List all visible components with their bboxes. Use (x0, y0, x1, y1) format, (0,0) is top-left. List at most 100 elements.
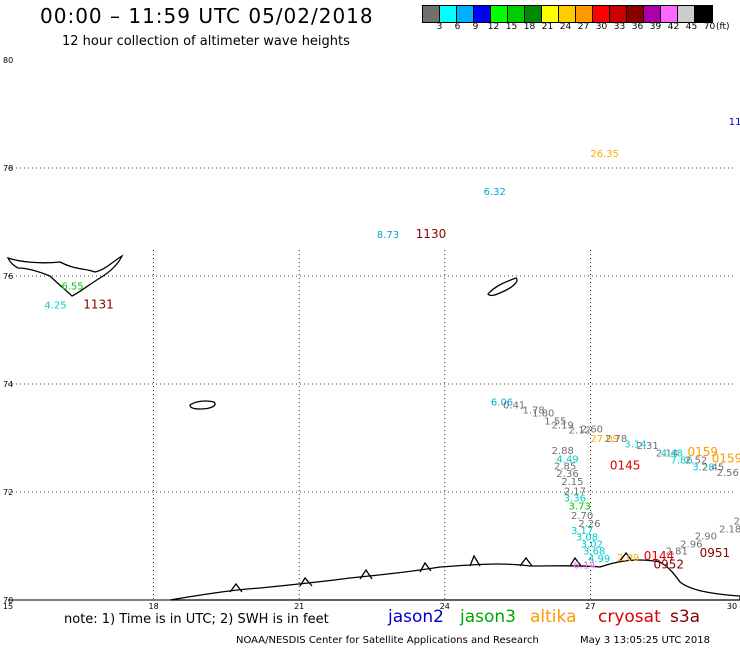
wave-height-value: 4.25 (44, 300, 66, 311)
pass-time-label: 0159 (712, 451, 740, 465)
wave-height-value: 6.14 (573, 561, 595, 572)
wave-height-value: 2.90 (695, 532, 717, 543)
colorbar-tick-label: 6 (454, 22, 461, 32)
wave-height-value: 2.52 (685, 455, 707, 466)
x-tick-label: 21 (294, 602, 304, 611)
wave-height-value: 3.73 (569, 501, 591, 512)
colorbar-swatch (542, 6, 559, 22)
norway-fjords (229, 551, 633, 593)
wave-height-value: 3.08 (576, 533, 598, 544)
satellite-legend-jason2: jason2 (388, 607, 444, 627)
pass-time-label: 1130 (416, 227, 447, 241)
x-tick-label: 18 (149, 602, 159, 611)
colorbar-swatch (457, 6, 474, 22)
wave-height-value: 2.19 (552, 420, 574, 431)
colorbar-swatch (508, 6, 525, 22)
colorbar-tick-label: 24 (559, 22, 572, 32)
colorbar-swatch (559, 6, 576, 22)
wave-height-colorbar (422, 5, 713, 23)
pass-time-label: 0144 (644, 549, 675, 563)
colorbar-swatch (661, 6, 678, 22)
wave-height-value: 2.17 (564, 487, 586, 498)
colorbar-tick-label: 27 (577, 22, 590, 32)
footer-credit: NOAA/NESDIS Center for Satellite Applica… (236, 635, 539, 646)
wave-height-value: 2.88 (552, 446, 574, 457)
wave-height-value: 6.06 (491, 398, 513, 409)
wave-height-value: 4.48 (661, 448, 683, 459)
map-title: 00:00 – 11:59 UTC 05/02/2018 (40, 4, 374, 28)
colorbar-tick-label: 33 (613, 22, 626, 32)
colorbar-swatch (491, 6, 508, 22)
wave-height-value: 2.09 (617, 553, 639, 564)
wave-height-value: 4.99 (588, 554, 610, 565)
wave-height-value: 6.55 (61, 282, 83, 293)
wave-height-value: 1.80 (532, 408, 554, 419)
colorbar-swatch (678, 6, 695, 22)
x-tick-label: 24 (440, 602, 450, 611)
wave-height-value: 2.78 (605, 434, 627, 445)
wave-height-value: 2.26 (578, 519, 600, 530)
colorbar-tick-label: 36 (631, 22, 644, 32)
colorbar-swatch (593, 6, 610, 22)
colorbar-tick-label: 39 (649, 22, 662, 32)
wave-height-value: 2.18 (719, 525, 740, 536)
pass-time-label: 0159 (687, 445, 718, 459)
colorbar-swatch (695, 6, 712, 22)
colorbar-tick-label: 21 (541, 22, 554, 32)
satellite-legend-s3a: s3a (670, 607, 701, 627)
wave-height-value: 3.02 (581, 540, 603, 551)
y-tick-label: 70 (3, 596, 13, 605)
svalbard-coast (6, 254, 124, 297)
satellite-legend-jason3: jason3 (460, 607, 516, 627)
wave-height-value: 3.17 (571, 526, 593, 537)
x-tick-label: 30 (727, 602, 737, 611)
coastline (6, 254, 740, 601)
wave-height-value: 2.85 (554, 461, 576, 472)
wave-height-value: 4.49 (556, 454, 578, 465)
colorbar-tick-label: 12 (487, 22, 500, 32)
wave-height-value: 2.12 (569, 426, 591, 437)
colorbar-swatch (474, 6, 491, 22)
colorbar-tick-label: 42 (667, 22, 680, 32)
colorbar-swatch (423, 6, 440, 22)
wave-height-value: 3.14 (624, 440, 646, 451)
x-tick-label: 27 (585, 602, 595, 611)
wave-height-value: 2.31 (637, 441, 659, 452)
wave-height-value: 2.45 (702, 462, 724, 473)
colorbar-swatch (627, 6, 644, 22)
colorbar-swatch (644, 6, 661, 22)
wave-height-value: 7.86 (670, 455, 692, 466)
colorbar-tick-label: 70 (703, 22, 716, 32)
colorbar-swatch (440, 6, 457, 22)
wave-height-value: 3.28 (692, 462, 714, 473)
wave-height-value: 3.68 (583, 547, 605, 558)
y-tick-label: 74 (3, 380, 13, 389)
wave-height-value: 2.96 (680, 540, 702, 551)
colorbar-swatch (576, 6, 593, 22)
y-tick-label: 76 (3, 272, 13, 281)
wave-height-value: 2 (734, 516, 740, 527)
colorbar-swatch (525, 6, 542, 22)
pass-time-label: 0145 (610, 458, 641, 472)
wave-height-value: 2.56 (717, 468, 739, 479)
footer-timestamp: May 3 13:05:25 UTC 2018 (580, 635, 710, 646)
colorbar-tick-label: 30 (595, 22, 608, 32)
wave-height-value: 2.14 (656, 448, 678, 459)
wave-height-value: 2.81 (666, 547, 688, 558)
satellite-legend-cryosat: cryosat (598, 607, 661, 627)
colorbar-tick-label: 15 (505, 22, 518, 32)
colorbar-tick-label: 45 (685, 22, 698, 32)
pass-time-label: 0952 (653, 558, 684, 572)
wave-height-value: 2.70 (571, 511, 593, 522)
wave-height-value: 8.73 (377, 230, 399, 241)
norway-coast (169, 559, 740, 601)
wave-height-value: 2.60 (581, 425, 603, 436)
colorbar-unit: (ft) (716, 22, 730, 32)
wave-height-value: 0.41 (503, 400, 525, 411)
wave-height-value: 11 (729, 117, 740, 128)
x-tick-label: 15 (3, 602, 13, 611)
bjornoya-coast (487, 277, 518, 297)
wave-height-value: 6.32 (484, 187, 506, 198)
